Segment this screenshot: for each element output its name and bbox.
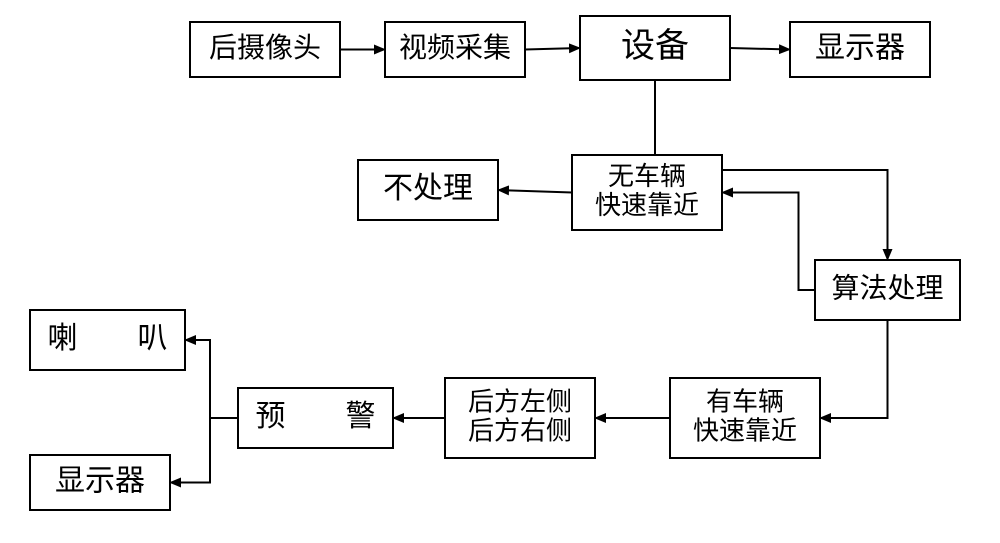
node-label: 设备 — [621, 27, 689, 65]
node-rear_lr: 后方左侧后方右侧 — [445, 378, 595, 458]
node-rear_camera: 后摄像头 — [190, 22, 340, 77]
edge-algo-to-has_vehicle — [820, 320, 888, 418]
edge-warning-to-display_bot — [170, 418, 238, 483]
node-display_top: 显示器 — [790, 22, 930, 77]
node-label: 显示器 — [55, 464, 145, 497]
node-warning: 预 警 — [238, 388, 393, 448]
node-label: 视频采集 — [399, 32, 511, 64]
edge-algo-to-no_vehicle — [722, 193, 815, 291]
edge-no_vehicle-to-no_process — [498, 190, 572, 193]
node-label: 无车辆 — [608, 162, 686, 191]
node-no_vehicle: 无车辆快速靠近 — [572, 155, 722, 230]
edge-video_capture-to-device — [525, 48, 580, 50]
node-device: 设备 — [580, 16, 730, 80]
flowchart: 后摄像头视频采集设备显示器算法处理无车辆快速靠近不处理有车辆快速靠近后方左侧后方… — [0, 0, 1000, 543]
node-label: 后方左侧 — [468, 388, 572, 417]
node-algo: 算法处理 — [815, 260, 960, 320]
nodes-layer: 后摄像头视频采集设备显示器算法处理无车辆快速靠近不处理有车辆快速靠近后方左侧后方… — [30, 16, 960, 510]
node-label: 显示器 — [815, 31, 905, 64]
node-label: 后方右侧 — [468, 416, 572, 445]
node-speaker: 喇 叭 — [30, 310, 185, 370]
edge-device-to-display_top — [730, 48, 790, 50]
node-label: 预 警 — [256, 400, 376, 433]
node-label: 不处理 — [383, 172, 473, 205]
node-label: 快速靠近 — [595, 191, 699, 220]
node-has_vehicle: 有车辆快速靠近 — [670, 378, 820, 458]
node-label: 算法处理 — [831, 272, 943, 304]
node-display_bot: 显示器 — [30, 455, 170, 510]
node-label: 有车辆 — [706, 388, 784, 417]
edge-warning-to-speaker — [185, 340, 238, 418]
node-video_capture: 视频采集 — [385, 22, 525, 77]
node-label: 后摄像头 — [209, 32, 321, 64]
node-label: 快速靠近 — [693, 416, 797, 445]
node-no_process: 不处理 — [358, 160, 498, 220]
node-label: 喇 叭 — [48, 322, 168, 355]
